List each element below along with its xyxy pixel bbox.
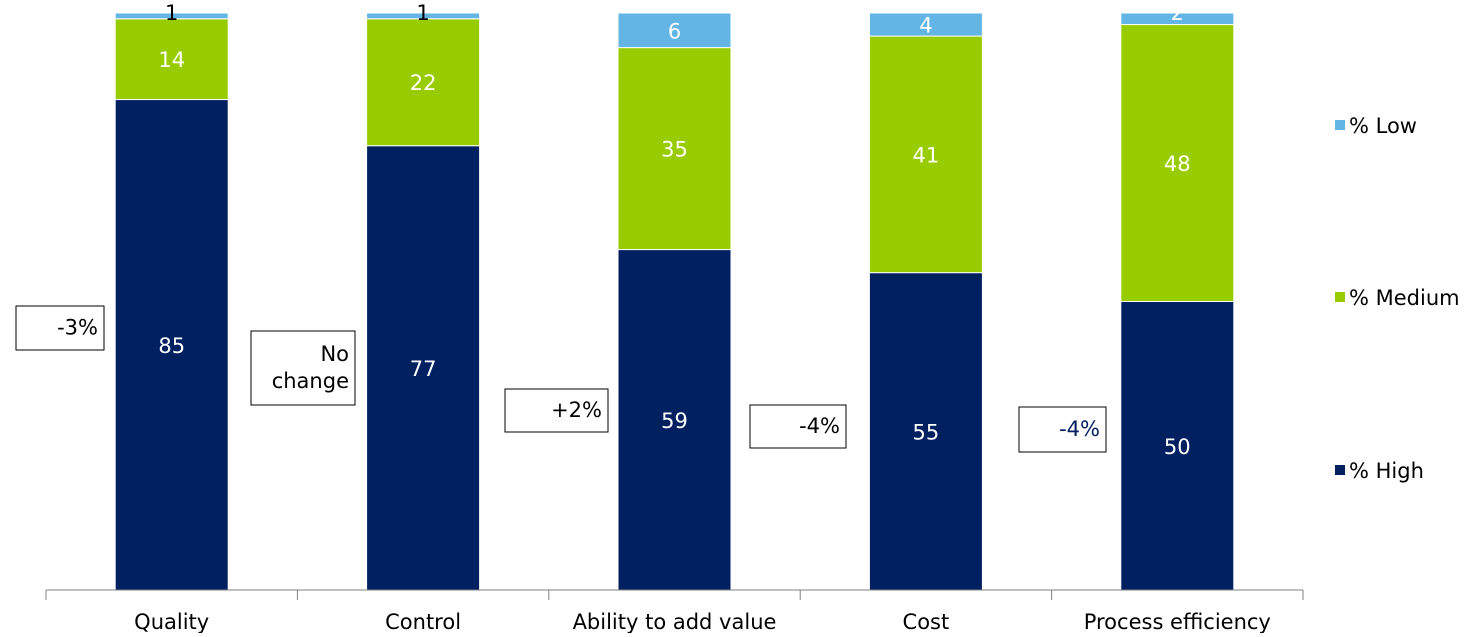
legend-label-medium: % Medium [1349,286,1460,310]
bar-process-efficiency-high [1120,301,1235,591]
bar-quality-low [114,12,229,20]
change-annotation-box [250,330,356,406]
data-label-cost-low: 4 [919,14,932,38]
data-label-ability-to-add-value-high: 59 [661,409,688,433]
change-annotation-text: +2% [551,398,602,422]
legend-swatch-low [1335,120,1345,130]
data-label-quality-low: 1 [165,1,178,25]
data-label-cost-medium: 41 [913,143,940,167]
bar-cost-medium [868,35,983,274]
change-annotation-box [504,388,609,433]
x-axis: Quality Control Ability to add value Cost Pr… [45,589,1304,634]
data-label-control-medium: 22 [410,71,437,95]
x-tick-label-quality: Quality [134,610,209,633]
data-label-quality-high: 85 [158,334,185,358]
change-annotation-process-efficiency: -4% [1018,406,1107,453]
change-annotation-text: -4% [1059,417,1100,441]
change-annotation-quality: -3% [15,305,105,351]
data-label-process-efficiency-high: 50 [1164,435,1191,459]
change-annotation-control: No change [250,330,356,406]
bar-quality-high [114,99,229,591]
data-label-ability-to-add-value-low: 6 [668,19,681,43]
x-tick-label-ability-to-add-value: Ability to add value [573,610,777,633]
data-label-process-efficiency-low: 2 [1171,1,1184,25]
data-label-control-high: 77 [410,357,437,381]
legend-item-low: % Low [1335,114,1417,138]
annotations-layer: -3% No change +2% -4% -4% [15,305,1107,453]
legend-swatch-medium [1335,292,1345,302]
bar-ability-to-add-value-low [617,12,732,49]
change-annotation-cost: -4% [749,404,847,449]
legend-item-medium: % Medium [1335,286,1460,310]
legend: % Low % Medium % High [1335,114,1460,483]
change-annotation-box [15,305,105,351]
legend-item-high: % High [1335,459,1424,483]
bar-control-low [366,12,481,20]
legend-label-high: % High [1349,459,1424,483]
x-tick-label-control: Control [385,610,461,633]
x-tick-label-process-efficiency: Process efficiency [1084,610,1271,633]
change-annotation-text: -4% [799,414,840,438]
change-annotation-text: change [272,369,349,393]
bar-quality-medium [114,18,229,101]
data-label-ability-to-add-value-medium: 35 [661,138,688,162]
data-label-quality-medium: 14 [158,48,185,72]
bar-process-efficiency-low [1120,12,1235,26]
legend-swatch-high [1335,465,1345,475]
x-tick-label-cost: Cost [903,610,950,633]
data-label-control-low: 1 [416,1,429,25]
change-annotation-box [1018,406,1107,453]
data-label-process-efficiency-medium: 48 [1164,152,1191,176]
bar-control-high [366,145,481,591]
bar-control-medium [366,18,481,147]
change-annotation-ability-to-add-value: +2% [504,388,609,433]
data-label-cost-high: 55 [913,420,940,444]
bar-process-efficiency-medium [1120,24,1235,302]
legend-label-low: % Low [1349,114,1417,138]
bar-cost-low [868,12,983,37]
bars-layer [114,12,1235,591]
change-annotation-text: No [320,342,349,366]
change-annotation-box [749,404,847,449]
change-annotation-text: -3% [57,316,98,340]
